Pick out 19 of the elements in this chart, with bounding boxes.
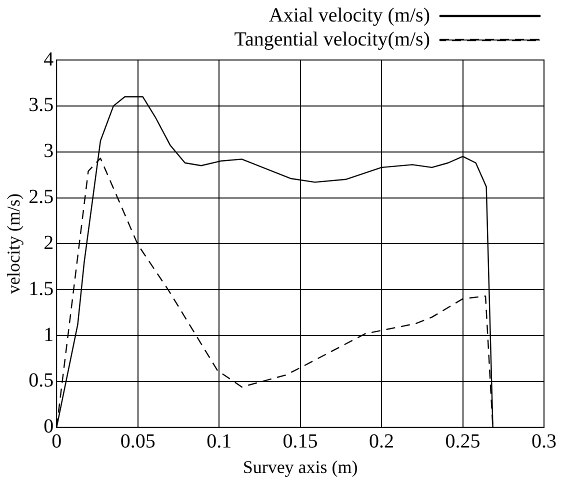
legend-label: Tangential velocity(m/s) — [234, 28, 430, 50]
y-tick-label: 0 — [44, 416, 54, 438]
y-tick-label: 2 — [44, 232, 54, 254]
y-tick-label: 2.5 — [28, 186, 54, 208]
x-tick-label: 0.15 — [282, 430, 318, 453]
y-tick-label: 0.5 — [28, 370, 54, 392]
x-tick-label: 0.3 — [532, 430, 556, 453]
y-tick-label: 3 — [44, 140, 54, 162]
x-tick-label: 0.2 — [369, 430, 394, 453]
x-tick-label: 0.1 — [206, 430, 232, 453]
y-tick-label: 1 — [44, 324, 54, 346]
x-axis-title: Survey axis (m) — [242, 456, 358, 477]
y-axis-title: velocity (m/s) — [4, 193, 24, 294]
y-tick-label: 1.5 — [28, 278, 54, 300]
legend-label: Axial velocity (m/s) — [268, 4, 430, 26]
x-tick-label: 0.25 — [445, 430, 480, 453]
y-tick-label: 3.5 — [28, 94, 54, 116]
y-tick-label: 4 — [44, 48, 54, 70]
x-tick-label: 0.05 — [120, 430, 156, 453]
